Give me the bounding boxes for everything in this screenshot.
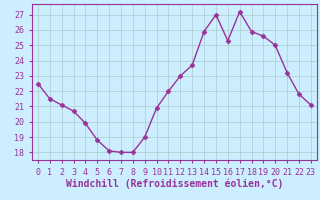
- X-axis label: Windchill (Refroidissement éolien,°C): Windchill (Refroidissement éolien,°C): [66, 178, 283, 189]
